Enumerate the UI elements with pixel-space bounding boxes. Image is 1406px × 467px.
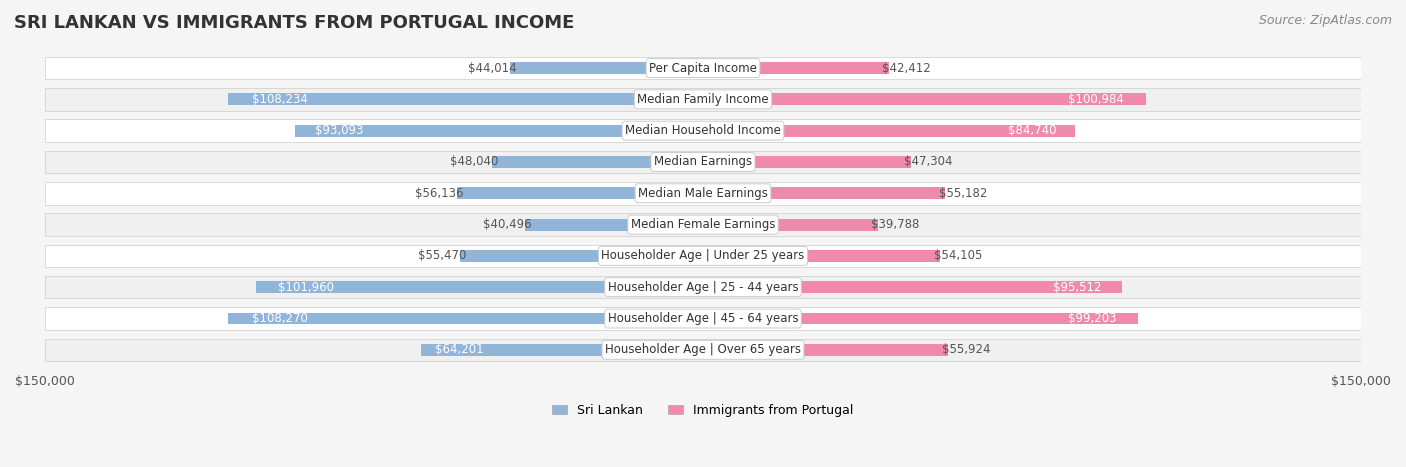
Text: $64,201: $64,201: [436, 343, 484, 356]
Text: $47,304: $47,304: [904, 156, 952, 169]
Text: Source: ZipAtlas.com: Source: ZipAtlas.com: [1258, 14, 1392, 27]
FancyBboxPatch shape: [703, 219, 877, 231]
Text: Median Household Income: Median Household Income: [626, 124, 780, 137]
FancyBboxPatch shape: [45, 307, 1361, 330]
Text: $95,512: $95,512: [1053, 281, 1101, 294]
FancyBboxPatch shape: [45, 57, 1361, 79]
FancyBboxPatch shape: [295, 125, 703, 137]
FancyBboxPatch shape: [45, 213, 1361, 236]
FancyBboxPatch shape: [703, 281, 1122, 293]
Text: Householder Age | Under 25 years: Householder Age | Under 25 years: [602, 249, 804, 262]
FancyBboxPatch shape: [45, 245, 1361, 267]
Text: $108,234: $108,234: [252, 93, 308, 106]
Text: Per Capita Income: Per Capita Income: [650, 62, 756, 75]
FancyBboxPatch shape: [703, 62, 889, 74]
Text: Median Earnings: Median Earnings: [654, 156, 752, 169]
Text: SRI LANKAN VS IMMIGRANTS FROM PORTUGAL INCOME: SRI LANKAN VS IMMIGRANTS FROM PORTUGAL I…: [14, 14, 575, 32]
FancyBboxPatch shape: [703, 187, 945, 199]
FancyBboxPatch shape: [510, 62, 703, 74]
Text: Median Male Earnings: Median Male Earnings: [638, 187, 768, 200]
Text: $56,136: $56,136: [415, 187, 464, 200]
Text: Householder Age | 45 - 64 years: Householder Age | 45 - 64 years: [607, 312, 799, 325]
Text: $48,040: $48,040: [450, 156, 499, 169]
Text: $42,412: $42,412: [883, 62, 931, 75]
FancyBboxPatch shape: [256, 281, 703, 293]
FancyBboxPatch shape: [228, 312, 703, 325]
FancyBboxPatch shape: [526, 219, 703, 231]
FancyBboxPatch shape: [703, 312, 1139, 325]
FancyBboxPatch shape: [45, 182, 1361, 205]
Text: $39,788: $39,788: [870, 218, 920, 231]
FancyBboxPatch shape: [703, 156, 911, 168]
Text: Median Family Income: Median Family Income: [637, 93, 769, 106]
Text: $44,014: $44,014: [468, 62, 516, 75]
Text: $84,740: $84,740: [1008, 124, 1056, 137]
Text: $54,105: $54,105: [934, 249, 983, 262]
Text: $55,182: $55,182: [939, 187, 987, 200]
FancyBboxPatch shape: [422, 344, 703, 356]
Text: $55,924: $55,924: [942, 343, 990, 356]
FancyBboxPatch shape: [45, 339, 1361, 361]
Text: $93,093: $93,093: [315, 124, 363, 137]
Text: Median Female Earnings: Median Female Earnings: [631, 218, 775, 231]
Text: $55,470: $55,470: [418, 249, 467, 262]
FancyBboxPatch shape: [45, 88, 1361, 111]
FancyBboxPatch shape: [228, 93, 703, 105]
Text: $101,960: $101,960: [278, 281, 335, 294]
FancyBboxPatch shape: [703, 344, 948, 356]
Text: $108,270: $108,270: [252, 312, 308, 325]
FancyBboxPatch shape: [492, 156, 703, 168]
FancyBboxPatch shape: [703, 250, 941, 262]
Text: Householder Age | Over 65 years: Householder Age | Over 65 years: [605, 343, 801, 356]
FancyBboxPatch shape: [45, 120, 1361, 142]
FancyBboxPatch shape: [45, 151, 1361, 173]
Text: $40,496: $40,496: [484, 218, 531, 231]
FancyBboxPatch shape: [460, 250, 703, 262]
FancyBboxPatch shape: [45, 276, 1361, 298]
FancyBboxPatch shape: [457, 187, 703, 199]
Text: Householder Age | 25 - 44 years: Householder Age | 25 - 44 years: [607, 281, 799, 294]
Legend: Sri Lankan, Immigrants from Portugal: Sri Lankan, Immigrants from Portugal: [547, 399, 859, 422]
FancyBboxPatch shape: [703, 125, 1074, 137]
Text: $99,203: $99,203: [1069, 312, 1116, 325]
Text: $100,984: $100,984: [1069, 93, 1123, 106]
FancyBboxPatch shape: [703, 93, 1146, 105]
